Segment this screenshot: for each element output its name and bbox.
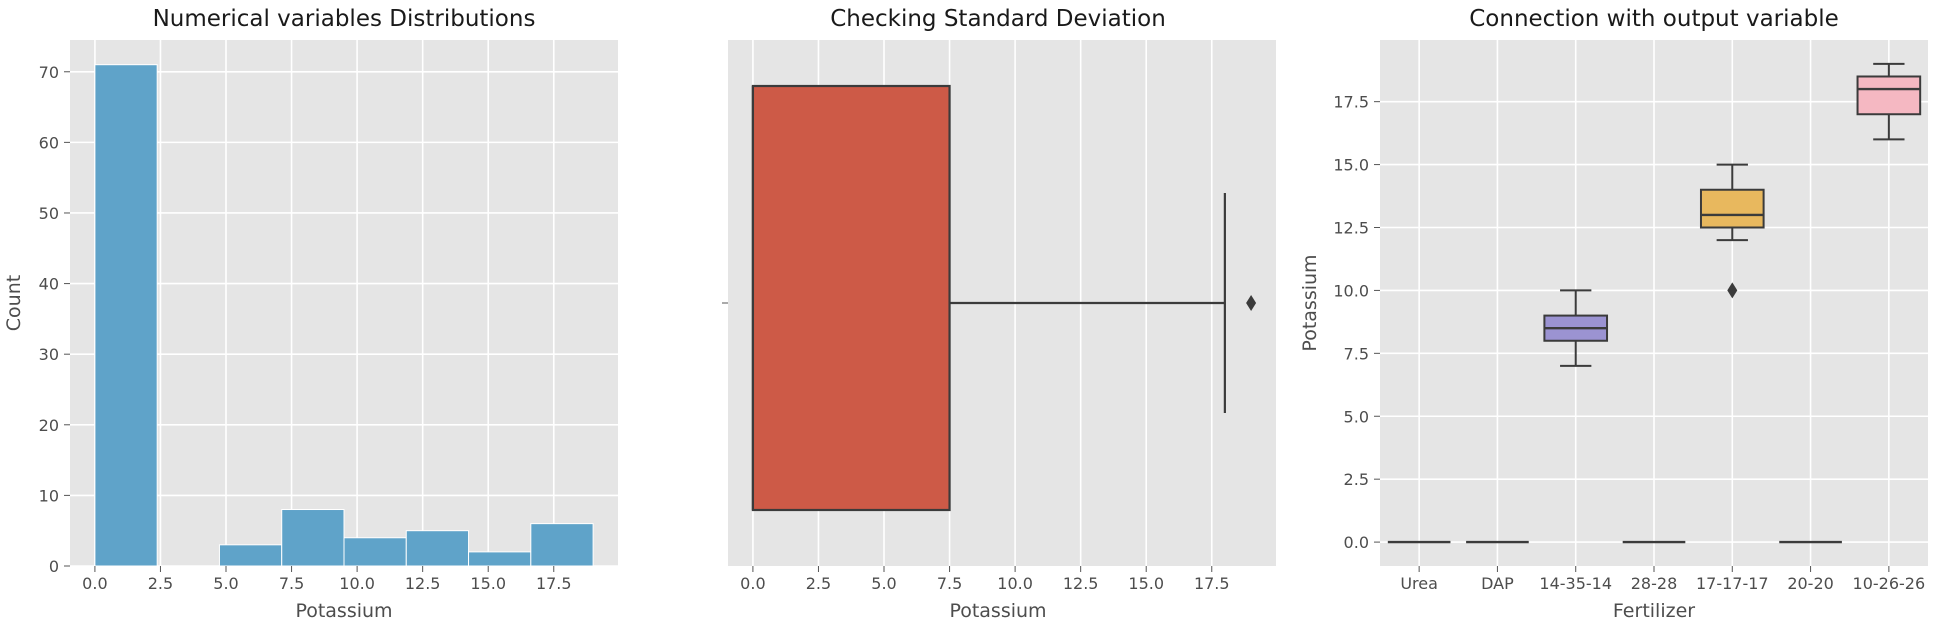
category-x-tick-label: 28-28: [1631, 574, 1678, 593]
boxplot-x-tick-label: 17.5: [1194, 574, 1230, 593]
histogram-bar: [281, 509, 345, 567]
category-x-tick-label: 17-17-17: [1696, 574, 1769, 593]
category-x-tick-label: 10-26-26: [1853, 574, 1926, 593]
category-box-rect: [1856, 75, 1922, 116]
boxplot-x-tick-label: 7.5: [937, 574, 962, 593]
category-y-ticks: 0.0 2.5 5.0 7.5 10.0 12.5 15.0 17.5: [1333, 93, 1380, 552]
boxplot-x-tick-label: 12.5: [1063, 574, 1099, 593]
boxplot-x-tick-label: 15.0: [1128, 574, 1164, 593]
histogram-bars: [94, 64, 594, 567]
category-outlier: [1727, 282, 1738, 299]
boxplot-panel: Checking Standard Deviation 0.0 2.5 5.0 7.5…: [722, 6, 1276, 622]
histogram-x-tick-label: 0.0: [82, 574, 107, 593]
histogram-bar: [94, 64, 158, 567]
histogram-x-tick-label: 2.5: [148, 574, 173, 593]
histogram-y-tick-label: 60: [39, 133, 59, 152]
boxplot-outlier: [1246, 295, 1257, 311]
category-boxplot-x-label: Fertilizer: [1613, 600, 1695, 622]
histogram-y-tick-label: 40: [39, 275, 59, 294]
histogram-x-tick-label: 7.5: [279, 574, 304, 593]
boxplot-x-tick-label: 2.5: [806, 574, 831, 593]
histogram-x-tick-label: 15.0: [470, 574, 506, 593]
category-y-tick-label: 7.5: [1344, 344, 1369, 363]
category-y-tick-label: 10.0: [1333, 281, 1369, 300]
category-y-tick-label: 15.0: [1333, 156, 1369, 175]
boxplot-box-rect: [751, 84, 951, 512]
histogram-y-tick-label: 70: [39, 63, 59, 82]
category-boxplot-panel: Connection with output variable Urea DAP 1…: [1299, 6, 1928, 622]
category-y-tick-label: 5.0: [1344, 407, 1369, 426]
boxplot-x-label: Potassium: [949, 600, 1046, 622]
histogram-bar: [405, 530, 470, 567]
histogram-y-tick-label: 30: [39, 345, 59, 364]
histogram-bar: [530, 523, 594, 567]
category-boxes: [1387, 62, 1922, 544]
histogram-y-tick-label: 20: [39, 416, 59, 435]
histogram-grid: [70, 40, 618, 567]
category-x-tick-label: 20-20: [1787, 574, 1834, 593]
histogram-x-tick-label: 17.5: [536, 574, 572, 593]
histogram-title: Numerical variables Distributions: [153, 6, 536, 32]
histogram-bar: [468, 551, 532, 567]
histogram-bar: [343, 537, 407, 567]
boxplot-box: [751, 84, 1257, 512]
histogram-y-ticks: 0 10 20 30 40 50 60 70: [39, 63, 70, 576]
histogram-x-label: Potassium: [295, 600, 392, 622]
histogram-plot-area: [70, 40, 618, 566]
histogram-panel: Numerical variables Distributions 0.0 2.5…: [3, 6, 618, 622]
category-box-rect: [1699, 188, 1765, 229]
category-boxplot-title: Connection with output variable: [1469, 6, 1839, 32]
category-x-tick-label: 14-35-14: [1539, 574, 1612, 593]
category-boxplot-y-label: Potassium: [1299, 254, 1321, 351]
category-y-tick-label: 17.5: [1333, 93, 1369, 112]
boxplot-x-tick-label: 10.0: [997, 574, 1033, 593]
boxplot-x-ticks: 0.0 2.5 5.0 7.5 10.0 12.5 15.0 17.5: [740, 566, 1230, 593]
histogram-x-tick-label: 10.0: [339, 574, 375, 593]
category-x-ticks: Urea DAP 14-35-14 28-28 17-17-17 20-20 10-26-2…: [1400, 566, 1925, 593]
boxplot-x-tick-label: 5.0: [871, 574, 896, 593]
category-y-tick-label: 2.5: [1344, 470, 1369, 489]
category-x-tick-label: DAP: [1481, 574, 1514, 593]
category-y-tick-label: 12.5: [1333, 218, 1369, 237]
category-y-tick-label: 0.0: [1344, 533, 1369, 552]
histogram-y-tick-label: 10: [39, 486, 59, 505]
histogram-bar: [218, 544, 283, 567]
histogram-x-tick-label: 5.0: [213, 574, 238, 593]
histogram-x-tick-label: 12.5: [405, 574, 441, 593]
histogram-y-tick-label: 50: [39, 204, 59, 223]
histogram-x-ticks: 0.0 2.5 5.0 7.5 10.0 12.5 15.0 17.5: [82, 566, 572, 593]
category-x-tick-label: Urea: [1400, 574, 1438, 593]
boxplot-title: Checking Standard Deviation: [830, 6, 1166, 32]
boxplot-x-tick-label: 0.0: [740, 574, 765, 593]
histogram-y-tick-label: 0: [49, 557, 59, 576]
histogram-y-label: Count: [3, 275, 25, 331]
